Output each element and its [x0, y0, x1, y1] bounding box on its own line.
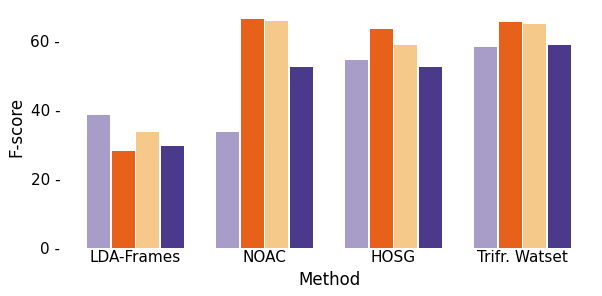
- Bar: [161, 146, 184, 248]
- Bar: [112, 152, 135, 248]
- Bar: [87, 115, 111, 248]
- Bar: [418, 67, 442, 248]
- Bar: [498, 22, 522, 248]
- Bar: [265, 21, 288, 248]
- Bar: [216, 133, 240, 248]
- Y-axis label: F-score: F-score: [7, 97, 25, 157]
- Bar: [474, 46, 497, 248]
- Bar: [241, 19, 264, 248]
- Bar: [394, 45, 417, 248]
- Bar: [523, 24, 547, 248]
- Bar: [290, 67, 313, 248]
- Bar: [370, 29, 393, 248]
- X-axis label: Method: Method: [298, 271, 360, 289]
- Bar: [345, 60, 368, 248]
- Bar: [548, 45, 571, 248]
- Bar: [136, 133, 160, 248]
